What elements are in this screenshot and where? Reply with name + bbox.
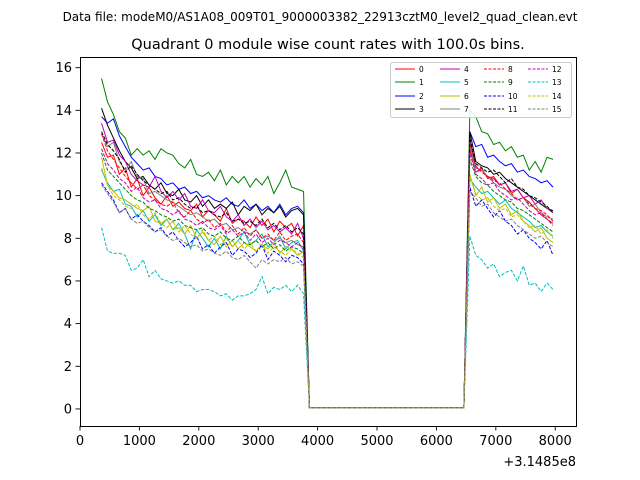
series-line-12 (101, 148, 554, 409)
legend-label-14: 14 (552, 92, 562, 101)
x-tick-label: 4000 (301, 434, 334, 449)
legend-label-10: 10 (508, 92, 518, 101)
series-line-10 (101, 182, 554, 409)
x-tick-label: 1000 (123, 434, 156, 449)
x-tick-label: 2000 (182, 434, 215, 449)
legend-label-0: 0 (419, 65, 424, 74)
series-line-13 (101, 227, 554, 409)
legend-frame (390, 62, 572, 118)
series-line-1 (101, 78, 554, 409)
legend-label-1: 1 (419, 78, 424, 87)
legend-label-2: 2 (419, 92, 424, 101)
series-line-9 (101, 152, 554, 409)
legend-label-4: 4 (464, 65, 469, 74)
legend-label-7: 7 (464, 105, 469, 114)
y-axis: 0 2 4 6 8 10 12 14 16 (55, 61, 80, 417)
series-layer (101, 78, 554, 409)
y-tick-label: 12 (55, 146, 72, 161)
y-tick-label: 16 (55, 61, 72, 76)
y-tick-label: 2 (64, 360, 72, 375)
legend-label-9: 9 (508, 78, 513, 87)
legend-label-11: 11 (508, 105, 518, 114)
x-tick-label: 7000 (479, 434, 512, 449)
x-tick-label: 0 (76, 434, 84, 449)
legend-label-12: 12 (552, 65, 562, 74)
x-tick-label: 6000 (420, 434, 453, 449)
y-tick-label: 4 (64, 317, 72, 332)
legend-label-15: 15 (552, 105, 562, 114)
y-tick-label: 8 (64, 232, 72, 247)
legend-label-3: 3 (419, 105, 424, 114)
x-tick-label: 5000 (360, 434, 393, 449)
y-tick-label: 6 (64, 274, 72, 289)
chart-suptitle: Data file: modeM0/AS1A08_009T01_90000033… (63, 10, 578, 24)
chart-title: Quadrant 0 module wise count rates with … (131, 37, 525, 53)
series-line-5 (101, 169, 554, 409)
legend-label-8: 8 (508, 65, 513, 74)
x-axis: 0 1000 2000 3000 4000 5000 6000 7000 8000 (76, 426, 572, 449)
x-axis-offset-label: +3.1485e8 (503, 455, 576, 470)
legend-label-5: 5 (464, 78, 469, 87)
series-line-15 (101, 184, 554, 409)
plot-area-frame (80, 57, 577, 427)
x-tick-label: 8000 (539, 434, 572, 449)
series-line-14 (101, 167, 554, 409)
x-tick-label: 3000 (242, 434, 275, 449)
legend-label-6: 6 (464, 92, 469, 101)
y-tick-label: 14 (55, 104, 72, 119)
y-tick-label: 10 (55, 189, 72, 204)
legend-label-13: 13 (552, 78, 562, 87)
series-line-2 (101, 116, 554, 409)
series-line-11 (101, 131, 554, 409)
y-tick-label: 0 (64, 402, 72, 417)
